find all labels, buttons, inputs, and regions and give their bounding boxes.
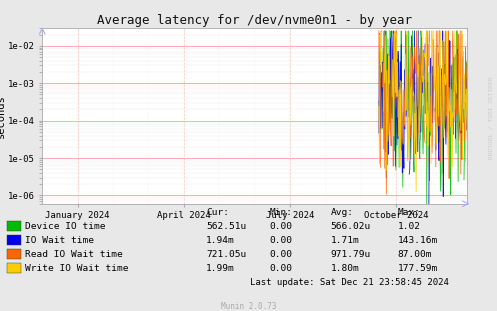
Text: 0.00: 0.00 bbox=[270, 222, 293, 231]
Text: 0.00: 0.00 bbox=[270, 264, 293, 273]
Text: Min:: Min: bbox=[270, 208, 293, 217]
Text: 1.02: 1.02 bbox=[398, 222, 420, 231]
Text: 1.94m: 1.94m bbox=[206, 236, 235, 245]
Text: 971.79u: 971.79u bbox=[331, 250, 371, 259]
Text: 0.00: 0.00 bbox=[270, 236, 293, 245]
Text: IO Wait time: IO Wait time bbox=[25, 236, 94, 245]
Text: Last update: Sat Dec 21 23:58:45 2024: Last update: Sat Dec 21 23:58:45 2024 bbox=[250, 278, 449, 287]
Text: 566.02u: 566.02u bbox=[331, 222, 371, 231]
Text: Device IO time: Device IO time bbox=[25, 222, 106, 231]
Text: 562.51u: 562.51u bbox=[206, 222, 247, 231]
Text: Write IO Wait time: Write IO Wait time bbox=[25, 264, 129, 273]
Text: Max:: Max: bbox=[398, 208, 420, 217]
Text: 143.16m: 143.16m bbox=[398, 236, 438, 245]
Title: Average latency for /dev/nvme0n1 - by year: Average latency for /dev/nvme0n1 - by ye… bbox=[97, 14, 412, 27]
Text: 1.71m: 1.71m bbox=[331, 236, 359, 245]
Text: RRDTOOL / TOBI OETIKER: RRDTOOL / TOBI OETIKER bbox=[488, 77, 493, 160]
Text: 0.00: 0.00 bbox=[270, 250, 293, 259]
Text: Cur:: Cur: bbox=[206, 208, 229, 217]
Text: Munin 2.0.73: Munin 2.0.73 bbox=[221, 302, 276, 311]
Text: Avg:: Avg: bbox=[331, 208, 353, 217]
Text: 1.99m: 1.99m bbox=[206, 264, 235, 273]
Text: 87.00m: 87.00m bbox=[398, 250, 432, 259]
Text: 1.80m: 1.80m bbox=[331, 264, 359, 273]
Y-axis label: seconds: seconds bbox=[0, 94, 6, 138]
Text: 721.05u: 721.05u bbox=[206, 250, 247, 259]
Text: 177.59m: 177.59m bbox=[398, 264, 438, 273]
Text: Read IO Wait time: Read IO Wait time bbox=[25, 250, 123, 259]
